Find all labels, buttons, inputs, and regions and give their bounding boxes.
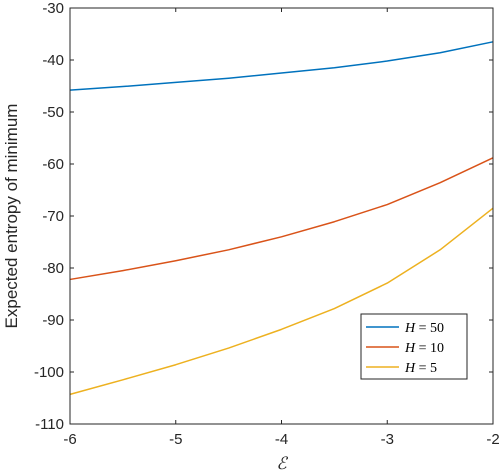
x-tick-label: -5 bbox=[169, 431, 182, 448]
series-line bbox=[69, 41, 494, 91]
legend-entry-label: H = 5 bbox=[404, 361, 437, 376]
y-tick-label: -60 bbox=[42, 156, 64, 173]
ticks-layer: -6 -5 -4 -3 -2 -110 -100 -90 -80 -70 -60 -50 -40 -30 bbox=[34, 0, 500, 448]
y-tick-label: -90 bbox=[42, 312, 64, 329]
y-tick-label: -50 bbox=[42, 104, 64, 121]
legend-entry-label: H = 10 bbox=[404, 341, 444, 356]
y-tick-label: -30 bbox=[42, 0, 64, 17]
lines-layer bbox=[69, 41, 494, 396]
y-tick-label: -80 bbox=[42, 260, 64, 277]
x-axis-label: ℰ bbox=[276, 454, 288, 473]
y-tick-label: -100 bbox=[34, 364, 64, 381]
x-tick-label: -3 bbox=[381, 431, 394, 448]
y-tick-label: -70 bbox=[42, 208, 64, 225]
x-tick-label: -6 bbox=[63, 431, 76, 448]
series-line bbox=[69, 207, 494, 396]
plot-area-border bbox=[69, 7, 494, 425]
x-tick-label: -4 bbox=[275, 431, 288, 448]
series-line bbox=[69, 157, 494, 281]
legend: H = 50 H = 10 H = 5 bbox=[360, 313, 468, 380]
y-tick-label: -110 bbox=[35, 416, 64, 433]
y-axis-label: Expected entropy of minimum bbox=[2, 104, 21, 329]
y-tick-label: -40 bbox=[42, 52, 64, 69]
x-tick-label: -2 bbox=[486, 431, 499, 448]
legend-entry-label: H = 50 bbox=[404, 321, 444, 336]
